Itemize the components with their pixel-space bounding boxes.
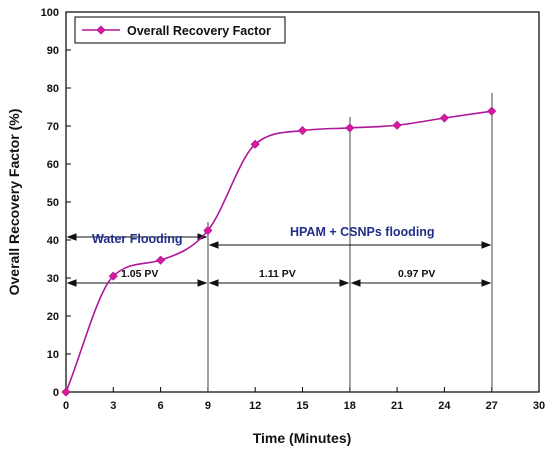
y-tick-label: 50 bbox=[47, 197, 59, 209]
x-tick-label: 18 bbox=[344, 400, 356, 412]
y-tick-label: 80 bbox=[47, 83, 59, 95]
y-axis-title: Overall Recovery Factor (%) bbox=[6, 109, 22, 296]
pv2-label: 1.11 PV bbox=[259, 268, 296, 280]
y-axis-ticks: 0 10 20 30 40 50 60 70 80 90 100 bbox=[41, 7, 71, 399]
y-tick-label: 30 bbox=[47, 273, 59, 285]
data-point-marker bbox=[392, 120, 402, 130]
pv1-label: 1.05 PV bbox=[121, 268, 158, 280]
data-point-marker bbox=[297, 125, 308, 136]
x-tick-label: 3 bbox=[110, 400, 116, 412]
plot-frame bbox=[65, 11, 540, 393]
x-tick-label: 0 bbox=[63, 400, 69, 412]
pv1-arrow bbox=[66, 279, 208, 287]
y-tick-label: 40 bbox=[47, 235, 59, 247]
hpam-flooding-label: HPAM + CSNPs flooding bbox=[290, 225, 435, 239]
y-tick-label: 20 bbox=[47, 311, 59, 323]
pv3-arrow bbox=[350, 279, 492, 287]
x-tick-label: 12 bbox=[249, 400, 261, 412]
legend-marker-swatch bbox=[96, 25, 106, 35]
hpam-flooding-arrow bbox=[208, 241, 492, 249]
y-tick-label: 90 bbox=[47, 45, 59, 57]
x-tick-label: 6 bbox=[158, 400, 164, 412]
x-tick-label: 9 bbox=[205, 400, 211, 412]
data-point-marker bbox=[108, 271, 118, 281]
y-tick-label: 70 bbox=[47, 121, 59, 133]
x-axis-title: Time (Minutes) bbox=[253, 430, 352, 446]
x-tick-label: 15 bbox=[296, 400, 308, 412]
data-point-marker bbox=[487, 106, 497, 116]
water-flooding-label: Water Flooding bbox=[92, 232, 183, 246]
data-point-marker bbox=[345, 123, 355, 133]
y-tick-label: 100 bbox=[41, 7, 59, 19]
y-tick-label: 0 bbox=[53, 387, 59, 399]
pv2-arrow bbox=[208, 279, 350, 287]
y-tick-label: 10 bbox=[47, 349, 59, 361]
x-tick-label: 30 bbox=[533, 400, 545, 412]
series-line-overall-recovery-factor bbox=[65, 110, 492, 393]
legend-label: Overall Recovery Factor bbox=[127, 24, 271, 38]
data-point-marker bbox=[203, 225, 213, 236]
data-point-marker bbox=[156, 255, 166, 265]
x-tick-label: 21 bbox=[391, 400, 403, 412]
data-point-marker bbox=[61, 387, 71, 397]
series-markers bbox=[61, 106, 497, 397]
legend: Overall Recovery Factor bbox=[74, 16, 286, 44]
data-point-marker bbox=[250, 139, 260, 149]
x-tick-label: 24 bbox=[438, 400, 451, 412]
data-point-marker bbox=[439, 113, 449, 123]
x-tick-label: 27 bbox=[486, 400, 498, 412]
y-tick-label: 60 bbox=[47, 159, 59, 171]
pv3-label: 0.97 PV bbox=[398, 268, 435, 280]
x-axis-ticks: 0 3 6 9 12 15 18 21 24 27 30 bbox=[63, 387, 545, 412]
